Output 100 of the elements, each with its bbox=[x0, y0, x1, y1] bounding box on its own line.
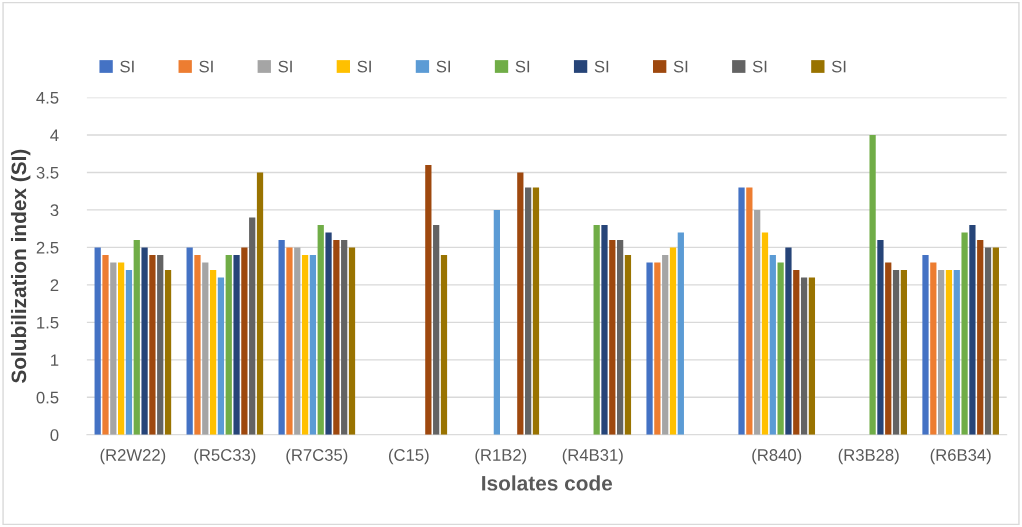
bar bbox=[325, 232, 332, 435]
x-tick-label: (R4B31) bbox=[562, 448, 623, 465]
x-tick-label: (R2W22) bbox=[100, 448, 166, 465]
bar bbox=[256, 172, 264, 435]
x-tick-label: (R6B34) bbox=[930, 448, 991, 465]
bar bbox=[945, 269, 953, 435]
legend-label: SI bbox=[278, 60, 292, 73]
bar bbox=[609, 239, 616, 435]
bar bbox=[225, 254, 232, 435]
bar bbox=[110, 262, 117, 435]
y-axis-title: Solubilization index (SI) bbox=[10, 149, 31, 384]
bar bbox=[961, 232, 968, 435]
x-axis-title: Isolates code bbox=[482, 475, 613, 491]
bar bbox=[209, 269, 217, 435]
bar bbox=[425, 164, 432, 435]
bar bbox=[532, 187, 540, 435]
bar bbox=[440, 254, 448, 435]
bar bbox=[133, 239, 140, 435]
bar bbox=[593, 224, 600, 435]
x-tick-label: (R3B28) bbox=[838, 448, 899, 465]
bar bbox=[309, 254, 317, 435]
bar bbox=[118, 262, 125, 435]
bar bbox=[94, 247, 101, 435]
bar bbox=[194, 254, 201, 435]
bar bbox=[233, 254, 240, 435]
bar bbox=[800, 277, 808, 435]
bar bbox=[317, 224, 324, 435]
bar bbox=[525, 187, 532, 435]
y-tick-label: 0 bbox=[50, 429, 59, 441]
bar bbox=[654, 262, 661, 435]
x-tick-label: (R5C33) bbox=[194, 448, 256, 465]
bar bbox=[333, 239, 340, 435]
bar bbox=[217, 277, 225, 435]
x-tick-label: (R840) bbox=[752, 448, 802, 465]
y-tick-label: 3.5 bbox=[36, 166, 59, 179]
y-tick-label: 4 bbox=[50, 129, 59, 142]
bar bbox=[301, 254, 309, 435]
y-tick-label: 1 bbox=[51, 354, 59, 366]
bar bbox=[992, 247, 999, 435]
y-tick-label: 2.5 bbox=[36, 241, 59, 254]
x-tick-label: (C15) bbox=[389, 448, 429, 465]
bar bbox=[769, 254, 776, 435]
bar bbox=[746, 187, 753, 435]
bar bbox=[493, 209, 500, 435]
bar bbox=[892, 269, 900, 435]
bar bbox=[617, 239, 624, 435]
y-tick-label: 1.5 bbox=[37, 316, 59, 329]
bar bbox=[202, 262, 209, 435]
bar bbox=[294, 247, 301, 435]
bar bbox=[348, 247, 356, 435]
y-tick-label: 4.5 bbox=[36, 92, 59, 104]
bar bbox=[885, 262, 892, 435]
bar bbox=[969, 224, 976, 435]
bar bbox=[738, 187, 745, 435]
bar bbox=[938, 269, 945, 435]
bar bbox=[102, 254, 109, 435]
legend-label: SI bbox=[515, 60, 530, 73]
bar bbox=[601, 224, 608, 435]
legend-label: SI bbox=[436, 60, 450, 73]
bar bbox=[624, 254, 632, 435]
legend-label: SI bbox=[831, 60, 846, 73]
bar bbox=[977, 239, 984, 435]
bar bbox=[984, 247, 992, 435]
x-tick-label: (R1B2) bbox=[475, 448, 527, 465]
bar bbox=[793, 269, 800, 435]
bar bbox=[249, 217, 256, 435]
bar bbox=[953, 269, 960, 435]
legend-label: SI bbox=[594, 60, 609, 73]
bar bbox=[754, 209, 761, 435]
y-tick-label: 0.5 bbox=[36, 391, 59, 404]
y-tick-label: 3 bbox=[50, 204, 59, 217]
bar bbox=[930, 262, 937, 435]
bar bbox=[777, 262, 784, 435]
legend-label: SI bbox=[199, 60, 213, 73]
bar bbox=[125, 269, 133, 435]
bar bbox=[286, 247, 293, 435]
bar bbox=[157, 254, 164, 435]
bar bbox=[164, 269, 172, 435]
bar bbox=[517, 172, 524, 435]
bar bbox=[141, 247, 148, 435]
y-tick-label: 2 bbox=[50, 279, 59, 291]
bar bbox=[149, 254, 156, 435]
bar bbox=[278, 239, 285, 435]
bar bbox=[808, 277, 816, 435]
legend-label: SI bbox=[357, 60, 371, 73]
bar bbox=[922, 254, 929, 435]
x-tick-label: (R7C35) bbox=[286, 448, 348, 465]
bar bbox=[241, 247, 248, 435]
bar bbox=[433, 224, 440, 435]
bar bbox=[869, 134, 876, 435]
bar bbox=[341, 239, 348, 435]
bar bbox=[900, 269, 908, 435]
bar bbox=[677, 232, 684, 435]
bar bbox=[186, 247, 193, 435]
bar bbox=[646, 262, 653, 435]
legend-label: SI bbox=[673, 60, 688, 73]
bar bbox=[785, 247, 792, 435]
legend-label: SI bbox=[752, 60, 767, 73]
bar bbox=[761, 232, 769, 435]
bar bbox=[662, 254, 669, 435]
